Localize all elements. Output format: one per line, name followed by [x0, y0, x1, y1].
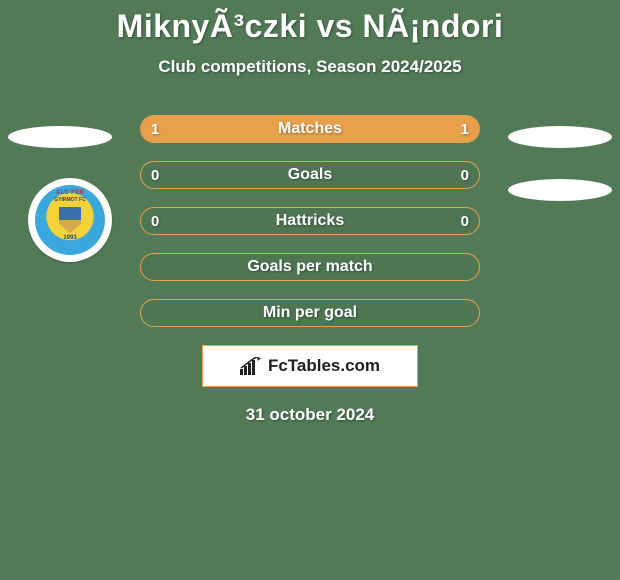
stats-area: 1 Matches 1 0 Goals 0 0 Hattricks 0 Goals per mat… — [0, 115, 620, 327]
stat-value-left: 1 — [141, 116, 169, 142]
stat-label: Goals per match — [247, 258, 372, 276]
stat-label: Hattricks — [276, 212, 344, 230]
stat-value-left: 0 — [141, 162, 169, 188]
stat-value-right — [459, 300, 479, 326]
stat-value-right: 1 — [451, 116, 479, 142]
page-title: MiknyÃ³czki vs NÃ¡ndori — [0, 0, 620, 45]
stat-value-left: 0 — [141, 208, 169, 234]
stat-value-right: 0 — [451, 162, 479, 188]
stat-row: 0 Hattricks 0 — [140, 207, 480, 235]
stat-label: Matches — [278, 120, 342, 138]
stat-value-right: 0 — [451, 208, 479, 234]
stat-value-left — [141, 254, 161, 280]
stat-row: Min per goal — [140, 299, 480, 327]
stat-label: Goals — [288, 166, 332, 184]
brand-box: FcTables.com — [202, 345, 418, 387]
page-subtitle: Club competitions, Season 2024/2025 — [0, 57, 620, 77]
brand-text: FcTables.com — [268, 356, 380, 376]
stat-row: 0 Goals 0 — [140, 161, 480, 189]
stat-row: Goals per match — [140, 253, 480, 281]
footer-date: 31 october 2024 — [0, 405, 620, 425]
stat-value-right — [459, 254, 479, 280]
stat-row: 1 Matches 1 — [140, 115, 480, 143]
stat-value-left — [141, 300, 161, 326]
bar-chart-icon — [240, 357, 262, 375]
stat-label: Min per goal — [263, 304, 357, 322]
